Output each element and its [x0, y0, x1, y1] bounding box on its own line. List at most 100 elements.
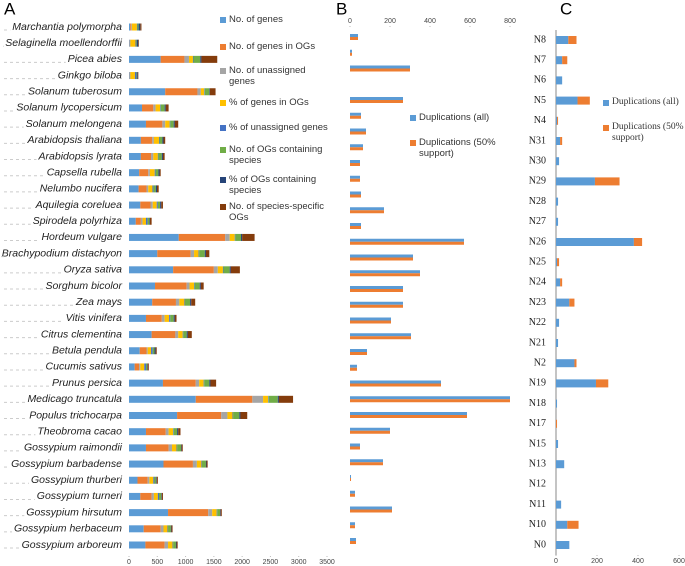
- bar-segment: [199, 379, 204, 387]
- bar-segment: [595, 379, 609, 388]
- x-tick-label: 0: [348, 18, 352, 25]
- bar: [350, 128, 366, 132]
- bar-segment: [129, 428, 146, 436]
- bar-segment: [594, 177, 620, 186]
- bar-segment: [163, 136, 166, 144]
- bar: [350, 115, 361, 119]
- bar-segment: [173, 541, 176, 549]
- bar-segment: [131, 23, 137, 31]
- bar-segment: [129, 266, 174, 274]
- bar-segment: [177, 428, 179, 436]
- bar-segment: [140, 492, 152, 500]
- y-tick-label: Zea mays: [75, 296, 123, 308]
- bar: [350, 160, 360, 163]
- legend-label: Duplications (50% support): [419, 137, 496, 159]
- bar-segment: [137, 72, 139, 80]
- bar-segment: [160, 104, 161, 112]
- bar-segment: [129, 314, 146, 322]
- bar: [350, 349, 367, 352]
- bar-segment: [194, 250, 199, 258]
- bar-segment: [160, 55, 185, 63]
- bar-segment: [178, 428, 181, 436]
- bar-segment: [158, 153, 162, 160]
- bar-segment: [278, 395, 294, 403]
- bar-segment: [181, 444, 183, 452]
- bar-segment: [129, 120, 146, 128]
- x-tick-label: 3500: [319, 559, 335, 566]
- bar-segment: [556, 460, 565, 469]
- y-tick-label: Vitis vinifera: [66, 312, 123, 324]
- bar-segment: [567, 520, 579, 529]
- bar: [350, 100, 403, 103]
- bar-segment: [165, 104, 169, 112]
- bar-segment: [146, 185, 149, 193]
- y-tick-label: N25: [529, 256, 546, 267]
- bar-segment: [240, 412, 248, 419]
- bar: [350, 194, 361, 198]
- bar-segment: [173, 266, 214, 274]
- bar-segment: [130, 72, 135, 80]
- bar-segment: [171, 444, 177, 452]
- bar: [350, 399, 510, 403]
- bar: [350, 459, 383, 463]
- bar: [350, 301, 403, 305]
- legend-swatch: [220, 17, 226, 23]
- bar-segment: [158, 136, 160, 144]
- bar-segment: [129, 444, 146, 452]
- bar: [350, 333, 411, 337]
- bar-segment: [213, 266, 218, 274]
- bar-segment: [149, 476, 154, 484]
- bar-segment: [556, 419, 558, 428]
- bar-segment: [216, 509, 218, 517]
- bar: [350, 52, 352, 56]
- bar-segment: [157, 492, 159, 500]
- bar-segment: [130, 39, 136, 47]
- x-tick-label: 3000: [291, 559, 307, 566]
- bar-segment: [204, 88, 210, 96]
- bar-segment: [196, 460, 202, 468]
- bar-segment: [154, 476, 157, 484]
- bar-segment: [152, 136, 154, 144]
- bar-segment: [135, 217, 141, 225]
- bar-segment: [157, 153, 159, 160]
- bar-segment: [556, 339, 559, 347]
- bar-segment: [187, 331, 192, 339]
- bar-segment: [151, 331, 176, 339]
- legend-label: Duplications (50% support): [612, 122, 684, 143]
- bar-segment: [556, 298, 570, 307]
- legend-swatch: [410, 140, 416, 146]
- bar-segment: [129, 541, 146, 549]
- bar-segment: [229, 266, 231, 274]
- bar: [350, 223, 361, 226]
- bar-segment: [158, 169, 160, 177]
- bar-segment: [129, 39, 131, 47]
- x-tick-label: 200: [384, 18, 396, 25]
- bar-segment: [168, 444, 172, 452]
- legend-swatch: [220, 147, 226, 153]
- bar-segment: [189, 282, 195, 290]
- bar-segment: [556, 440, 559, 448]
- bar-segment: [176, 444, 178, 452]
- x-tick-label: 400: [424, 18, 436, 25]
- y-tick-label: Aquilegia coreluea: [35, 199, 123, 211]
- bar-segment: [205, 460, 207, 468]
- bar-segment: [149, 217, 150, 225]
- y-tick-label: Gossypium turneri: [37, 490, 123, 502]
- bar-segment: [183, 331, 187, 339]
- bar-segment: [134, 363, 140, 371]
- bar: [350, 226, 361, 229]
- bar-segment: [201, 460, 206, 468]
- bar-segment: [162, 120, 166, 128]
- bar-segment: [174, 314, 177, 322]
- bar: [350, 286, 403, 289]
- bar-segment: [277, 395, 279, 403]
- legend-label: No. of unassigned genes: [229, 65, 306, 87]
- bar-segment: [156, 201, 158, 209]
- bar-segment: [169, 120, 171, 128]
- bar-segment: [556, 56, 563, 65]
- bar-segment: [150, 201, 153, 209]
- bar-segment: [129, 395, 196, 403]
- bar-segment: [556, 359, 575, 368]
- bar: [350, 68, 410, 72]
- bar-segment: [209, 88, 216, 96]
